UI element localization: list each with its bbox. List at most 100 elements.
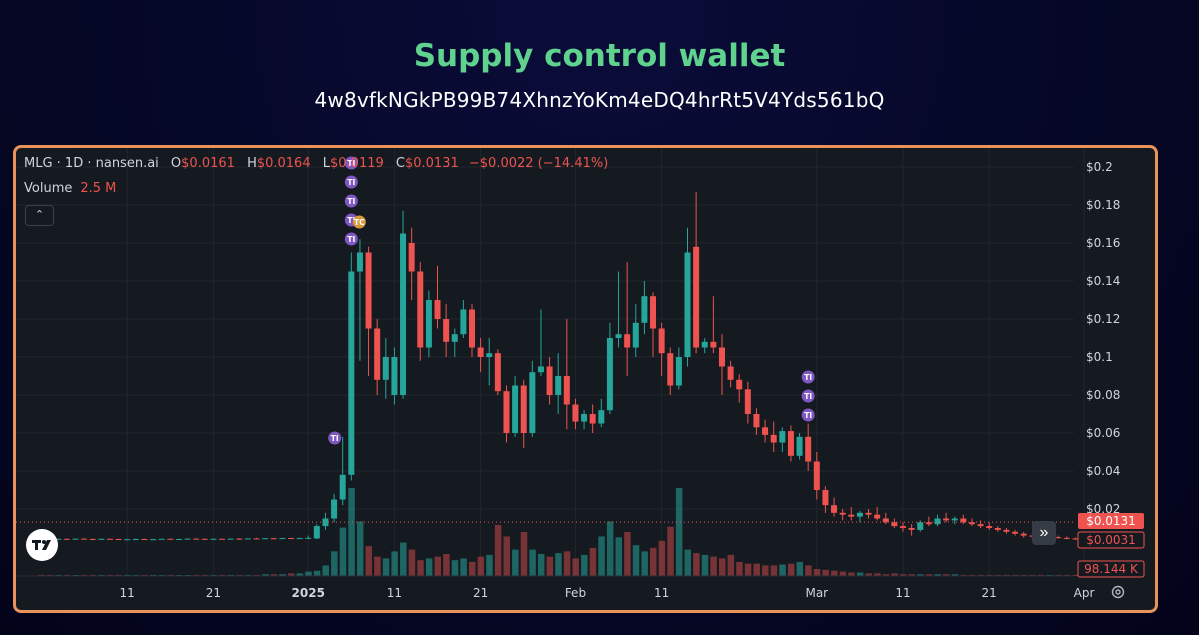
y-tick-label: $0.16 — [1086, 236, 1120, 250]
candle-body — [158, 538, 165, 540]
volume-bar — [943, 574, 950, 576]
candle-body — [632, 322, 639, 348]
settings-icon[interactable] — [1110, 584, 1126, 600]
volume-bar — [296, 573, 304, 576]
candle-body — [201, 538, 208, 540]
low-label: L — [322, 156, 330, 171]
tradingview-logo-icon[interactable] — [26, 529, 58, 561]
candle-body — [934, 518, 941, 525]
candlestick-chart[interactable]: $0.2 $0.18 $0.16 $0.14 $0.12 $0.1 $0.08 $0.06 $0… — [16, 148, 1155, 610]
volume-bar — [606, 521, 614, 576]
x-tick-label: 11 — [120, 586, 135, 600]
event-marker-label: TI — [331, 434, 339, 443]
volume-bar — [951, 574, 959, 576]
event-marker — [344, 232, 358, 246]
volume-bar — [356, 521, 364, 576]
volume-bar — [925, 574, 933, 576]
candle-body — [193, 538, 200, 540]
volume-bar — [469, 561, 476, 576]
y-tick-label: $0.1 — [1086, 350, 1113, 364]
volume-bar — [451, 560, 459, 576]
candle-body — [348, 271, 355, 475]
volume-bar — [322, 565, 329, 576]
volume-bar — [641, 551, 648, 576]
candle-body — [1063, 537, 1070, 539]
candle-body — [744, 389, 751, 414]
volume-bar — [675, 488, 683, 576]
candle-body — [598, 410, 605, 424]
candle-body — [908, 528, 915, 530]
candle-body — [89, 539, 96, 541]
volume-bar — [581, 554, 588, 576]
candle-body — [184, 538, 191, 540]
candle-body — [425, 300, 432, 348]
candle-body — [891, 522, 898, 527]
candle-body — [167, 538, 174, 540]
candle-body — [787, 431, 794, 456]
candle-body — [529, 372, 536, 433]
price-tag — [1078, 513, 1144, 529]
volume-bar — [762, 565, 769, 576]
volume-bar — [891, 573, 898, 576]
volume-bar — [753, 563, 760, 576]
open-value: $0.0161 — [181, 156, 235, 171]
symbol-label[interactable]: MLG · 1D · nansen.ai — [24, 156, 159, 171]
volume-value: 2.5 M — [80, 181, 117, 196]
y-tick-label: $0.2 — [1086, 160, 1113, 174]
candle-body — [667, 353, 674, 386]
event-marker — [344, 194, 358, 208]
candle-body — [977, 524, 984, 527]
x-tick-label: 11 — [895, 586, 910, 600]
x-tick-label: 21 — [473, 586, 488, 600]
volume-bar — [425, 558, 433, 576]
candle-body — [546, 366, 553, 395]
candle-body — [469, 309, 475, 348]
volume-bar — [417, 560, 424, 576]
volume-bar — [813, 568, 821, 576]
candle-body — [856, 512, 863, 517]
volume-bar — [555, 553, 562, 576]
candle-body — [684, 252, 691, 357]
volume-bar — [805, 565, 812, 576]
event-marker-label: TI — [347, 178, 355, 187]
candle-body — [865, 512, 872, 515]
volume-legend: Volume 2.5 M — [24, 181, 116, 196]
candle-body — [210, 538, 217, 540]
candle-body — [555, 376, 562, 395]
price-tag — [1077, 560, 1145, 578]
volume-bar — [262, 574, 269, 576]
page-title: Supply control wallet — [413, 38, 786, 74]
volume-bar — [727, 554, 735, 576]
volume-bar — [787, 563, 795, 576]
candle-body — [822, 490, 829, 506]
volume-bar — [796, 561, 804, 576]
candle-body — [581, 414, 588, 422]
price-tag — [1077, 531, 1145, 549]
candle-body — [55, 538, 62, 540]
x-tick-label: 21 — [206, 586, 221, 600]
event-marker-label: TI — [347, 235, 355, 244]
candle-body — [115, 539, 122, 541]
event-marker-label: TI — [347, 216, 355, 225]
candle-body — [374, 328, 381, 380]
candle-body — [736, 379, 743, 390]
candle-body — [150, 539, 157, 541]
candle-body — [874, 514, 881, 519]
collapse-legend-button[interactable]: ⌃ — [25, 205, 54, 226]
scroll-to-realtime-button[interactable]: » — [1032, 521, 1056, 545]
price-tag-label: $0.0031 — [1086, 533, 1136, 547]
candle-body — [331, 499, 338, 519]
volume-bar — [279, 574, 286, 576]
event-marker-label: TC — [354, 218, 365, 227]
volume-bar — [348, 488, 355, 576]
x-tick-label: 11 — [387, 586, 402, 600]
volume-bar — [374, 556, 381, 576]
volume-bar — [650, 547, 657, 576]
volume-bar — [503, 536, 510, 576]
candle-body — [270, 538, 277, 540]
candle-body — [460, 309, 467, 335]
candle-body — [848, 514, 855, 517]
candle-body — [831, 505, 838, 513]
high-value: $0.0164 — [256, 156, 311, 171]
candle-body — [339, 474, 346, 500]
